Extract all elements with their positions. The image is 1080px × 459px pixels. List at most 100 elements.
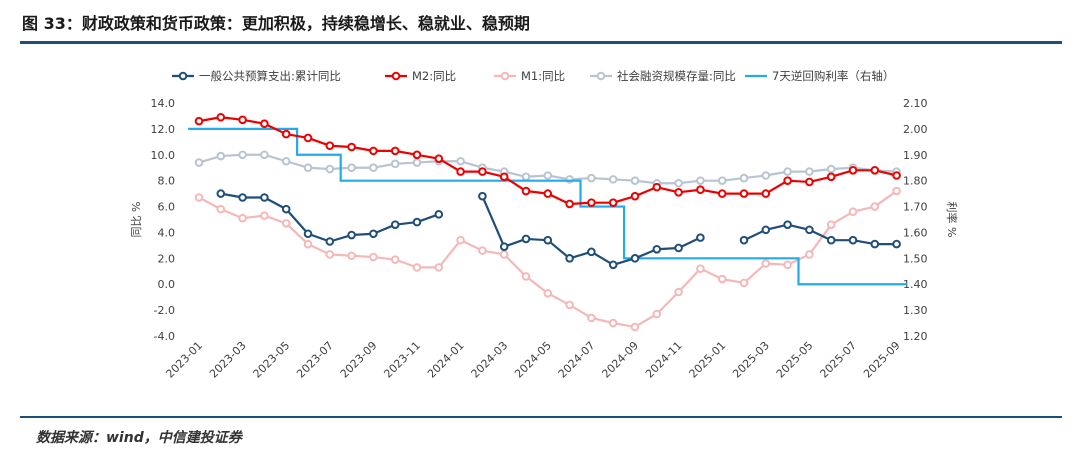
x-tick-label: 2025-05 <box>774 339 816 381</box>
y-axis-left: 14.0 12.0 10.0 8.0 6.0 4.0 2.0 0.0 -2.0 -4.0 <box>151 97 176 343</box>
x-tick-label: 2023-05 <box>251 339 293 381</box>
data-point <box>761 225 771 235</box>
data-point <box>870 166 880 175</box>
y-tick-left: 6.0 <box>158 201 176 214</box>
data-point <box>216 204 226 214</box>
data-point <box>412 217 422 227</box>
data-point <box>739 173 749 183</box>
data-point <box>478 246 487 255</box>
data-point <box>390 146 400 156</box>
legend: 一般公共预算支出:累计同比 M2:同比 M1:同比 社会融资规模存量:同比 7天逆回购利… <box>172 69 894 83</box>
data-point <box>630 322 640 332</box>
data-point <box>347 230 356 240</box>
data-point <box>303 239 313 249</box>
data-point <box>194 116 204 126</box>
chart-area: 一般公共预算支出:累计同比 M2:同比 M1:同比 社会融资规模存量:同比 7天逆回购利… <box>130 69 959 381</box>
x-tick-label: 2023-01 <box>163 339 205 381</box>
data-point <box>325 237 335 246</box>
data-point <box>608 198 618 207</box>
data-point <box>456 156 465 166</box>
data-point <box>434 210 444 219</box>
data-point <box>783 260 792 270</box>
data-point <box>216 151 226 161</box>
data-point <box>390 255 400 264</box>
data-point <box>826 235 836 245</box>
x-tick-label: 2025-01 <box>687 339 729 381</box>
data-point <box>456 235 465 245</box>
data-point <box>587 247 596 257</box>
data-point <box>543 171 553 180</box>
y-tick-right: 2.00 <box>903 123 928 136</box>
data-point <box>696 176 705 185</box>
series-1 <box>194 112 901 209</box>
legend-label: M2:同比 <box>412 69 456 83</box>
data-point <box>630 191 640 201</box>
data-point <box>216 189 226 198</box>
x-axis: 2023-01 2023-03 2023-05 2023-07 2023-09 2023-… <box>163 339 902 381</box>
x-tick-label: 2023-09 <box>338 339 380 381</box>
y-tick-left: -2.0 <box>154 304 175 317</box>
data-point <box>499 242 509 251</box>
data-point <box>281 156 291 166</box>
data-point <box>892 186 901 196</box>
data-point <box>696 264 705 273</box>
y-tick-left: 8.0 <box>158 175 176 188</box>
data-point <box>565 300 574 310</box>
y-tick-left: 10.0 <box>151 149 176 162</box>
data-point <box>739 278 749 288</box>
data-point <box>739 189 749 198</box>
data-point <box>696 233 705 242</box>
data-point <box>739 235 749 245</box>
y-tick-right: 1.70 <box>903 201 928 214</box>
data-point <box>369 163 378 173</box>
data-point <box>521 172 531 182</box>
data-point <box>761 259 771 268</box>
x-tick-label: 2024-09 <box>599 339 641 381</box>
data-point <box>761 189 771 198</box>
data-point <box>260 193 269 202</box>
data-point <box>826 172 836 182</box>
data-point <box>238 213 247 223</box>
x-tick-label: 2023-03 <box>207 339 249 381</box>
data-point <box>630 176 640 185</box>
data-point <box>281 129 291 139</box>
data-point <box>347 251 356 261</box>
x-tick-label: 2024-07 <box>556 339 598 381</box>
x-tick-label: 2024-03 <box>469 339 511 381</box>
y-tick-left: 0.0 <box>158 278 176 291</box>
series-layer <box>188 112 908 332</box>
legend-label: M1:同比 <box>521 69 565 83</box>
y-tick-left: 2.0 <box>158 252 176 265</box>
data-point <box>565 254 574 263</box>
data-point <box>369 229 378 239</box>
data-point <box>543 288 553 298</box>
data-point <box>369 146 378 156</box>
chart-title: 图 33：财政政策和货币政策：更加积极，持续稳增长、稳就业、稳预期 <box>22 14 530 33</box>
data-point <box>805 250 814 259</box>
y-tick-left: 14.0 <box>151 97 176 110</box>
data-point <box>652 182 662 192</box>
y-axis-left-label: 同比 % <box>130 202 143 238</box>
data-point <box>434 154 444 163</box>
data-point <box>543 189 553 198</box>
data-point <box>805 167 814 176</box>
y-tick-left: -4.0 <box>154 330 175 343</box>
data-point <box>325 250 335 259</box>
data-point <box>390 220 400 229</box>
data-point <box>674 188 683 197</box>
data-point <box>587 198 596 207</box>
data-point <box>281 219 291 228</box>
x-tick-label: 2025-09 <box>861 339 903 381</box>
data-point <box>805 177 814 187</box>
data-point <box>587 173 596 183</box>
legend-label: 7天逆回购利率（右轴） <box>772 69 894 83</box>
data-point <box>238 115 247 125</box>
legend-marker <box>596 71 606 81</box>
data-point <box>848 166 858 175</box>
data-point <box>848 235 858 245</box>
y-tick-right: 1.60 <box>903 226 928 239</box>
data-point <box>826 220 836 229</box>
legend-marker <box>500 71 510 81</box>
y-tick-left: 4.0 <box>158 226 176 239</box>
data-point <box>892 239 901 249</box>
